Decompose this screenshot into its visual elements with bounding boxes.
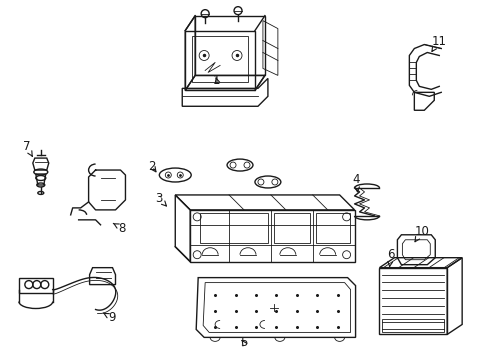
Text: 5: 5 [240,336,247,349]
Text: 11: 11 [430,35,446,51]
Text: 2: 2 [148,160,156,173]
Text: 7: 7 [23,140,32,156]
Text: 1: 1 [213,75,220,87]
Text: 3: 3 [155,192,166,206]
Text: 10: 10 [413,225,428,242]
Text: 9: 9 [103,311,116,324]
Text: 6: 6 [386,248,394,267]
Text: 4: 4 [352,173,359,192]
Text: 8: 8 [113,222,125,235]
